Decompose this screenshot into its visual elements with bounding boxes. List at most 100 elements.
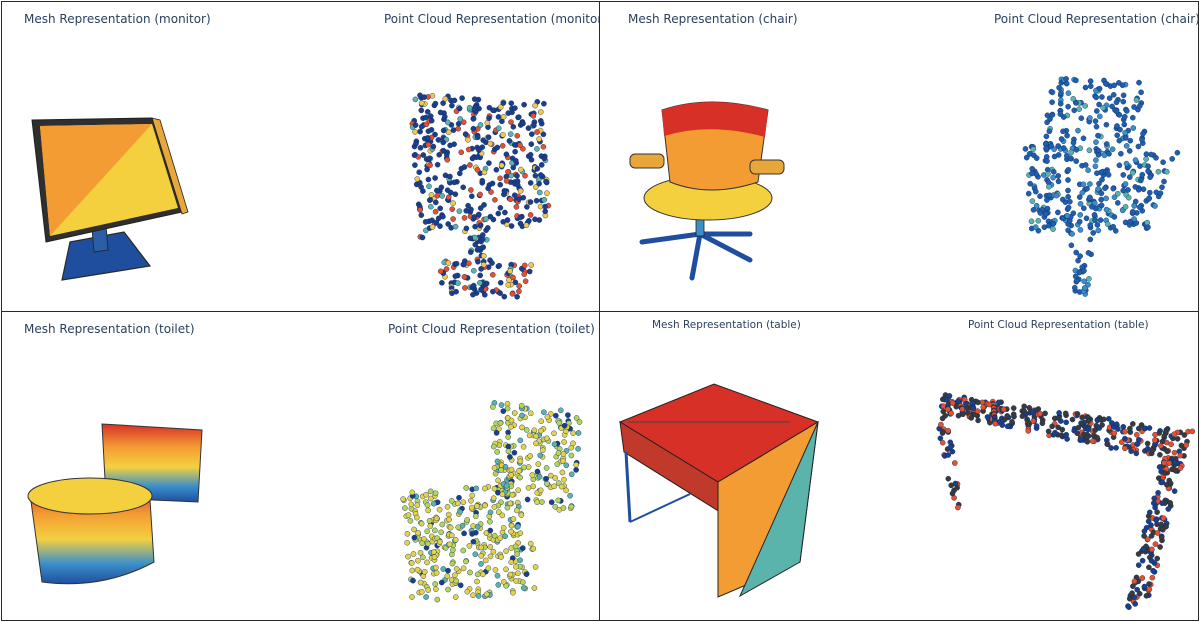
point-marker — [551, 441, 558, 447]
point-marker — [503, 178, 510, 184]
point-marker — [1143, 151, 1150, 157]
point-marker — [955, 412, 962, 419]
table-point-cloud[interactable] — [936, 392, 1196, 611]
point-marker — [1139, 171, 1146, 178]
point-marker — [457, 116, 464, 122]
point-marker — [425, 587, 432, 593]
point-marker — [424, 528, 431, 535]
point-marker — [568, 452, 575, 459]
table-mesh-view[interactable] — [600, 312, 1199, 621]
panel-chair: Mesh Representation (chair) Point Cloud … — [599, 1, 1199, 312]
point-marker — [445, 221, 452, 227]
point-marker — [424, 109, 431, 115]
point-marker — [1044, 112, 1051, 119]
point-marker — [1148, 557, 1155, 564]
point-marker — [1132, 157, 1139, 163]
point-marker — [490, 548, 497, 555]
point-marker — [419, 540, 426, 546]
point-marker — [456, 208, 463, 214]
point-marker — [432, 100, 439, 107]
point-marker — [576, 419, 583, 425]
point-marker — [408, 560, 415, 566]
point-marker — [424, 502, 431, 508]
point-marker — [479, 177, 486, 184]
chair-mesh-view[interactable] — [600, 2, 1199, 312]
point-marker — [532, 564, 539, 570]
point-marker — [494, 458, 501, 465]
point-marker — [1100, 104, 1107, 111]
point-marker — [446, 516, 452, 523]
point-marker — [436, 506, 443, 513]
point-marker — [434, 596, 441, 603]
point-marker — [417, 128, 423, 135]
monitor-mesh-view[interactable] — [2, 2, 600, 312]
point-marker — [1146, 196, 1152, 202]
monitor-point-cloud[interactable] — [409, 92, 552, 300]
point-marker — [421, 94, 428, 100]
point-marker — [460, 499, 467, 506]
point-marker — [514, 182, 521, 188]
point-marker — [445, 567, 451, 574]
point-marker — [427, 203, 434, 210]
point-marker — [1136, 204, 1143, 210]
point-marker — [461, 274, 468, 280]
toilet-point-cloud[interactable] — [400, 400, 583, 603]
point-marker — [1096, 113, 1103, 120]
point-marker — [478, 544, 484, 551]
point-marker — [500, 524, 507, 531]
point-marker — [538, 109, 544, 115]
point-marker — [470, 267, 477, 274]
point-marker — [1057, 111, 1064, 117]
mesh-title: Mesh Representation (table) — [652, 319, 801, 331]
point-marker — [515, 570, 521, 577]
point-marker — [459, 95, 465, 101]
point-marker — [526, 268, 533, 275]
point-marker — [457, 582, 464, 589]
point-marker — [1169, 156, 1176, 162]
point-marker — [469, 492, 476, 499]
point-marker — [1120, 92, 1127, 99]
point-marker — [1063, 76, 1069, 82]
point-marker — [409, 594, 415, 600]
point-marker — [561, 476, 567, 483]
point-marker — [493, 166, 500, 173]
point-marker — [528, 141, 535, 147]
point-marker — [1152, 541, 1159, 547]
point-marker — [487, 553, 494, 560]
point-marker — [1077, 253, 1083, 259]
point-marker — [1064, 212, 1071, 219]
point-marker — [510, 274, 516, 281]
point-marker — [460, 565, 467, 572]
point-marker — [1098, 196, 1105, 203]
point-marker — [1043, 133, 1050, 140]
point-marker — [1086, 275, 1092, 282]
point-marker — [986, 401, 993, 408]
point-marker — [1010, 405, 1017, 411]
point-marker — [1177, 465, 1184, 471]
chair-point-cloud[interactable] — [1022, 76, 1181, 297]
point-marker — [1025, 428, 1032, 434]
point-marker — [487, 509, 494, 516]
point-marker — [449, 206, 456, 212]
point-marker — [530, 113, 537, 119]
point-marker — [531, 427, 538, 434]
point-marker — [544, 414, 551, 420]
toilet-mesh-view[interactable] — [2, 312, 600, 621]
point-marker — [514, 132, 521, 139]
point-marker — [482, 557, 489, 564]
point-marker — [496, 262, 503, 269]
point-marker — [521, 585, 527, 591]
point-marker — [1155, 489, 1161, 496]
point-marker — [411, 152, 418, 158]
point-marker — [485, 565, 492, 572]
point-marker — [1092, 118, 1099, 124]
monitor-screen-upper — [40, 124, 152, 236]
point-marker — [445, 586, 451, 593]
point-marker — [489, 404, 496, 410]
point-marker — [516, 196, 522, 202]
point-cloud-title: Point Cloud Representation (chair) — [994, 12, 1199, 26]
point-marker — [492, 567, 499, 573]
point-marker — [1145, 513, 1152, 519]
point-marker — [543, 435, 550, 442]
point-marker — [1080, 181, 1087, 188]
